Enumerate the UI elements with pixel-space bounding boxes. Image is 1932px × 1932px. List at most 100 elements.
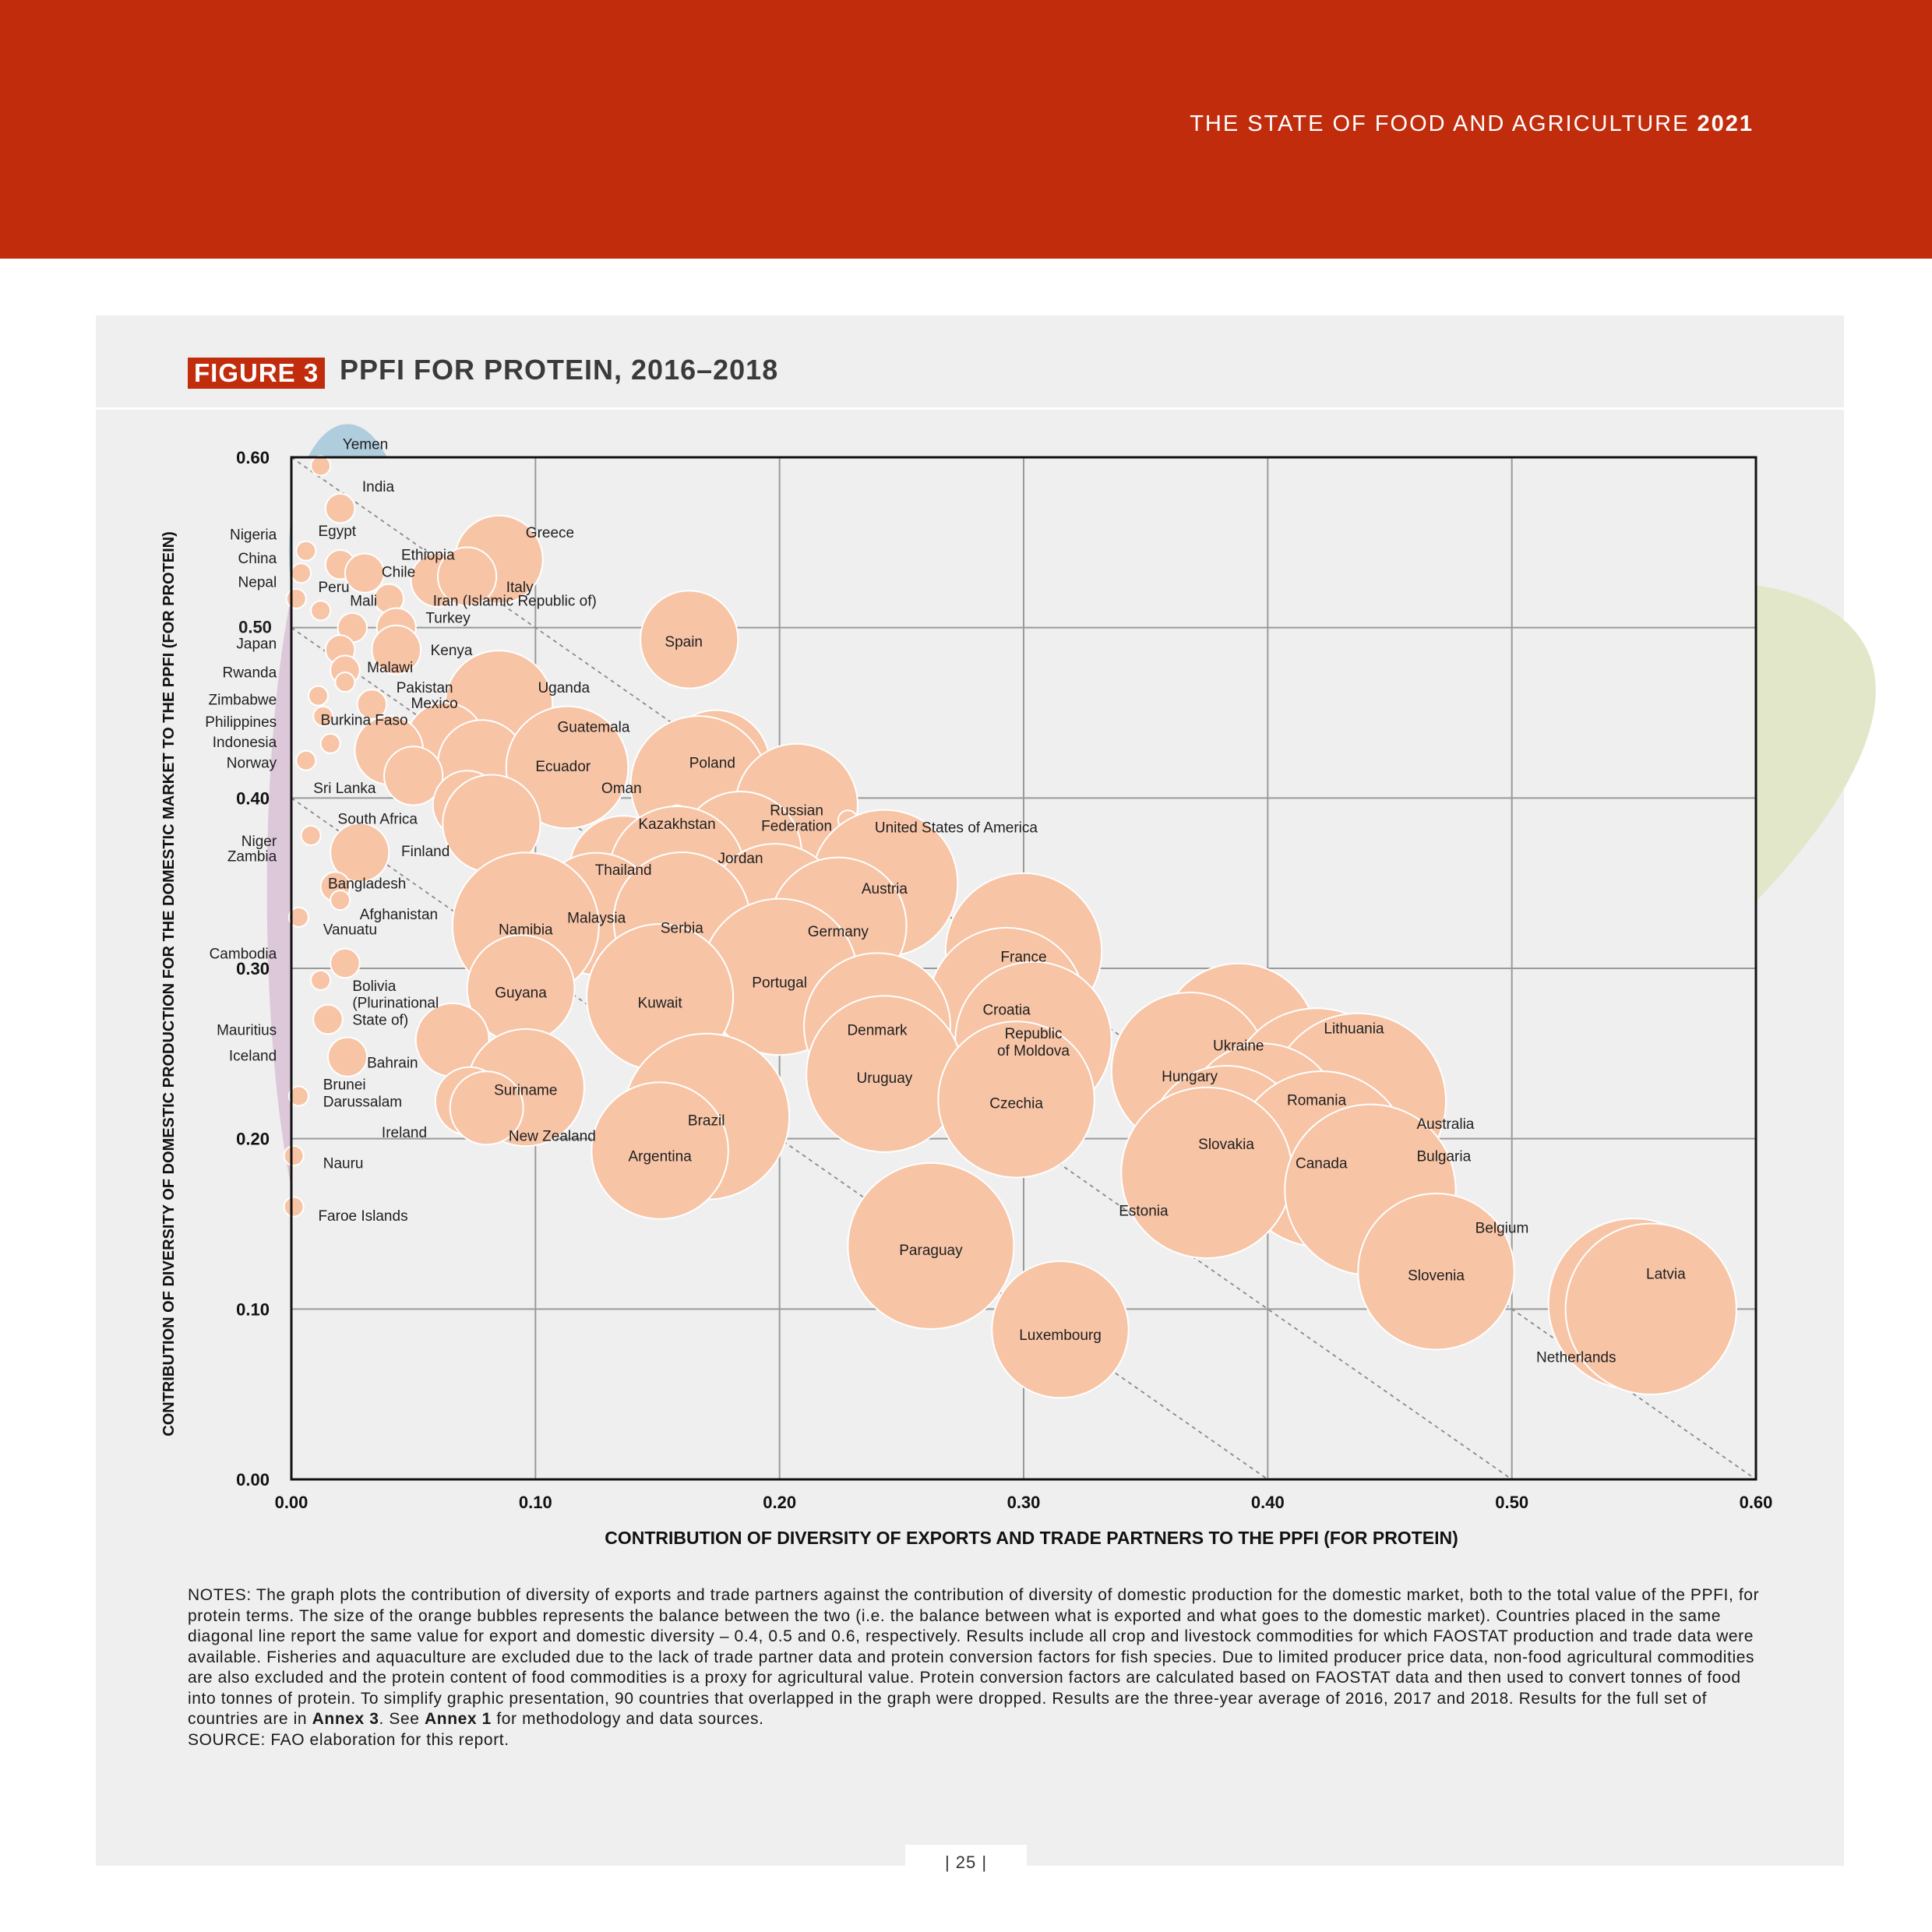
bubble-layer — [283, 455, 1737, 1399]
data-label-austria: Austria — [862, 881, 908, 897]
data-label-paraguay: Paraguay — [899, 1243, 963, 1259]
x-tick-label: 0.50 — [1495, 1493, 1528, 1512]
data-label-brazil: Brazil — [688, 1113, 725, 1130]
y-tick-label: 0.30 — [236, 959, 270, 978]
data-label-egypt: Egypt — [318, 524, 356, 540]
bubble-iceland — [327, 1036, 368, 1077]
data-label-nauru: Nauru — [323, 1155, 364, 1172]
data-label-kenya: Kenya — [431, 643, 473, 659]
data-label-estonia: Estonia — [1119, 1204, 1169, 1220]
data-label-zambia: Zambia — [227, 849, 277, 866]
data-label-slovenia: Slovenia — [1408, 1268, 1465, 1285]
bubble-malawi — [334, 672, 356, 693]
bubble-estonia — [1120, 1086, 1293, 1260]
figure-title: PPFI FOR PROTEIN, 2016–2018 — [340, 354, 779, 386]
notes-annex1: Annex 1 — [425, 1710, 492, 1728]
bubble-brunei-darussalam — [287, 1085, 309, 1107]
data-label-lithuania: Lithuania — [1324, 1021, 1384, 1038]
header-banner — [0, 0, 1932, 259]
bubble-yemen — [310, 455, 332, 477]
notes-annex3: Annex 3 — [312, 1710, 379, 1728]
data-label-greece: Greece — [526, 525, 574, 541]
bubble-norway — [295, 749, 317, 771]
bubble-spain — [640, 590, 739, 689]
x-tick-label: 0.30 — [1007, 1493, 1041, 1512]
bubble-zambia — [330, 822, 390, 883]
label-layer: Yemen India Nigeria Egypt China EthiopiaChile… — [205, 437, 1686, 1366]
data-label-uruguay: Uruguay — [856, 1070, 912, 1087]
y-tick-label: 0.10 — [236, 1299, 270, 1319]
data-label-ireland: Ireland — [382, 1125, 427, 1141]
data-label-cambodia: Cambodia — [210, 946, 277, 962]
data-label-kuwait: Kuwait — [638, 996, 683, 1012]
figure-notes: NOTES: The graph plots the contribution … — [188, 1585, 1761, 1750]
bubble-luxembourg — [991, 1260, 1130, 1399]
data-label-federation: Federation — [761, 818, 832, 834]
data-label-nigeria: Nigeria — [230, 527, 277, 543]
notes-text-2: . See — [379, 1710, 425, 1728]
bubble-slovenia — [1357, 1192, 1515, 1351]
x-tick-label: 0.10 — [519, 1493, 552, 1512]
bubble-cambodia — [330, 947, 361, 979]
data-label-indonesia: Indonesia — [213, 735, 277, 751]
data-label-burkina-faso: Burkina Faso — [321, 713, 408, 729]
data-label-zimbabwe: Zimbabwe — [209, 693, 277, 709]
data-label-poland: Poland — [689, 755, 735, 771]
data-label-finland: Finland — [401, 844, 450, 860]
reference-diagonal — [291, 457, 1757, 1480]
bubble-netherlands — [1564, 1222, 1737, 1396]
bubble-czechia — [937, 1021, 1095, 1179]
data-label-south-africa: South Africa — [338, 812, 418, 828]
bubble-bolivia-plurinational-state-of- — [310, 969, 332, 991]
data-label-of-moldova: of Moldova — [997, 1043, 1070, 1059]
data-label-czechia: Czechia — [989, 1096, 1043, 1112]
data-label-state-of-: State of) — [352, 1013, 408, 1029]
bubble-mauritius — [312, 1003, 344, 1035]
data-label-india: India — [362, 479, 395, 495]
notes-text-3: for methodology and data sources. — [491, 1710, 764, 1728]
data-label-new-zealand: New Zealand — [509, 1128, 596, 1144]
data-label-republic: Republic — [1005, 1026, 1063, 1042]
data-label-slovakia: Slovakia — [1198, 1137, 1254, 1153]
data-label-jordan: Jordan — [717, 851, 763, 867]
data-label-guatemala: Guatemala — [558, 719, 630, 735]
bubble-zimbabwe — [307, 685, 330, 707]
data-label-united-states-of-america: United States of America — [875, 820, 1038, 837]
data-label-thailand: Thailand — [595, 862, 652, 879]
data-label-niger: Niger — [242, 834, 277, 850]
data-label-luxembourg: Luxembourg — [1019, 1327, 1102, 1344]
data-label-uganda: Uganda — [538, 680, 590, 696]
bubble-niger — [300, 824, 322, 846]
bubble-afghanistan — [330, 890, 351, 911]
x-tick-label: 0.20 — [763, 1493, 796, 1512]
plot-frame — [290, 456, 1757, 1481]
x-tick-label: 0.60 — [1740, 1493, 1773, 1512]
data-label-bangladesh: Bangladesh — [328, 876, 406, 893]
data-label-mali: Mali — [350, 594, 377, 610]
data-label-spain: Spain — [665, 634, 703, 650]
report-title: THE STATE OF FOOD AND AGRICULTURE 2021 — [1190, 111, 1754, 137]
bubble-nigeria — [295, 540, 317, 562]
data-label-philippines: Philippines — [205, 714, 277, 731]
data-label-portugal: Portugal — [752, 975, 807, 991]
x-tick-label: 0.00 — [275, 1493, 308, 1512]
data-label-australia: Australia — [1416, 1116, 1474, 1133]
notes-text-1: NOTES: The graph plots the contribution … — [188, 1586, 1760, 1728]
bubble-ecuador — [505, 705, 629, 830]
data-label-vanuatu: Vanuatu — [323, 922, 377, 939]
data-label-kazakhstan: Kazakhstan — [638, 816, 715, 833]
data-label-hungary: Hungary — [1162, 1069, 1218, 1085]
y-axis-title: CONTRIBUTION OF DIVERSITY OF DOMESTIC PR… — [160, 531, 178, 1437]
bubble-china — [291, 562, 312, 584]
bubble-new-zealand — [449, 1070, 524, 1146]
data-label-bolivia: Bolivia — [352, 978, 396, 995]
data-label-pakistan: Pakistan — [397, 680, 453, 696]
data-label-chile: Chile — [382, 565, 415, 581]
data-label-peru: Peru — [318, 580, 349, 596]
data-label-argentina: Argentina — [628, 1149, 692, 1165]
data-label-ecuador: Ecuador — [535, 759, 591, 775]
data-label-darussalam: Darussalam — [323, 1095, 402, 1111]
data-label-iceland: Iceland — [229, 1049, 277, 1065]
data-label-guyana: Guyana — [495, 985, 547, 1002]
bubble-nauru — [283, 1145, 305, 1167]
